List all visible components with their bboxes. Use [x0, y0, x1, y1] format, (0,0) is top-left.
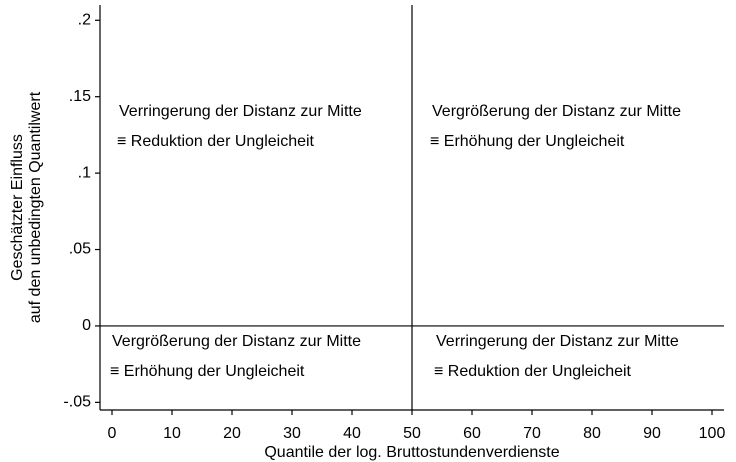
- x-tick-label: 50: [403, 425, 421, 442]
- x-tick-label: 0: [108, 425, 117, 442]
- x-axis-label: Quantile der log. Bruttostundenverdienst…: [264, 444, 559, 461]
- y-tick-label: .2: [78, 12, 91, 29]
- y-axis-label: auf den unbedingten Quantilwert: [27, 91, 44, 323]
- annotation: ≡ Reduktion der Ungleicheit: [434, 363, 632, 380]
- y-tick-label: -.05: [63, 394, 91, 411]
- annotation: Verringerung der Distanz zur Mitte: [119, 103, 362, 120]
- annotation: Vergrößerung der Distanz zur Mitte: [112, 333, 361, 350]
- x-tick-label: 40: [343, 425, 361, 442]
- x-tick-label: 10: [163, 425, 181, 442]
- y-tick-label: 0: [82, 317, 91, 334]
- annotation: Vergrößerung der Distanz zur Mitte: [432, 103, 681, 120]
- y-tick-label: .05: [69, 241, 91, 258]
- x-tick-label: 30: [283, 425, 301, 442]
- x-tick-label: 20: [223, 425, 241, 442]
- x-tick-label: 60: [463, 425, 481, 442]
- annotation: ≡ Erhöhung der Ungleicheit: [430, 133, 625, 150]
- x-tick-label: 100: [699, 425, 726, 442]
- annotation: Verringerung der Distanz zur Mitte: [436, 333, 679, 350]
- annotation: ≡ Erhöhung der Ungleicheit: [110, 363, 305, 380]
- x-tick-label: 90: [643, 425, 661, 442]
- y-tick-label: .1: [78, 164, 91, 181]
- annotation: ≡ Reduktion der Ungleicheit: [117, 133, 315, 150]
- x-tick-label: 80: [583, 425, 601, 442]
- x-tick-label: 70: [523, 425, 541, 442]
- y-tick-label: .15: [69, 88, 91, 105]
- y-axis-label: Geschätzter Einfluss: [9, 134, 26, 281]
